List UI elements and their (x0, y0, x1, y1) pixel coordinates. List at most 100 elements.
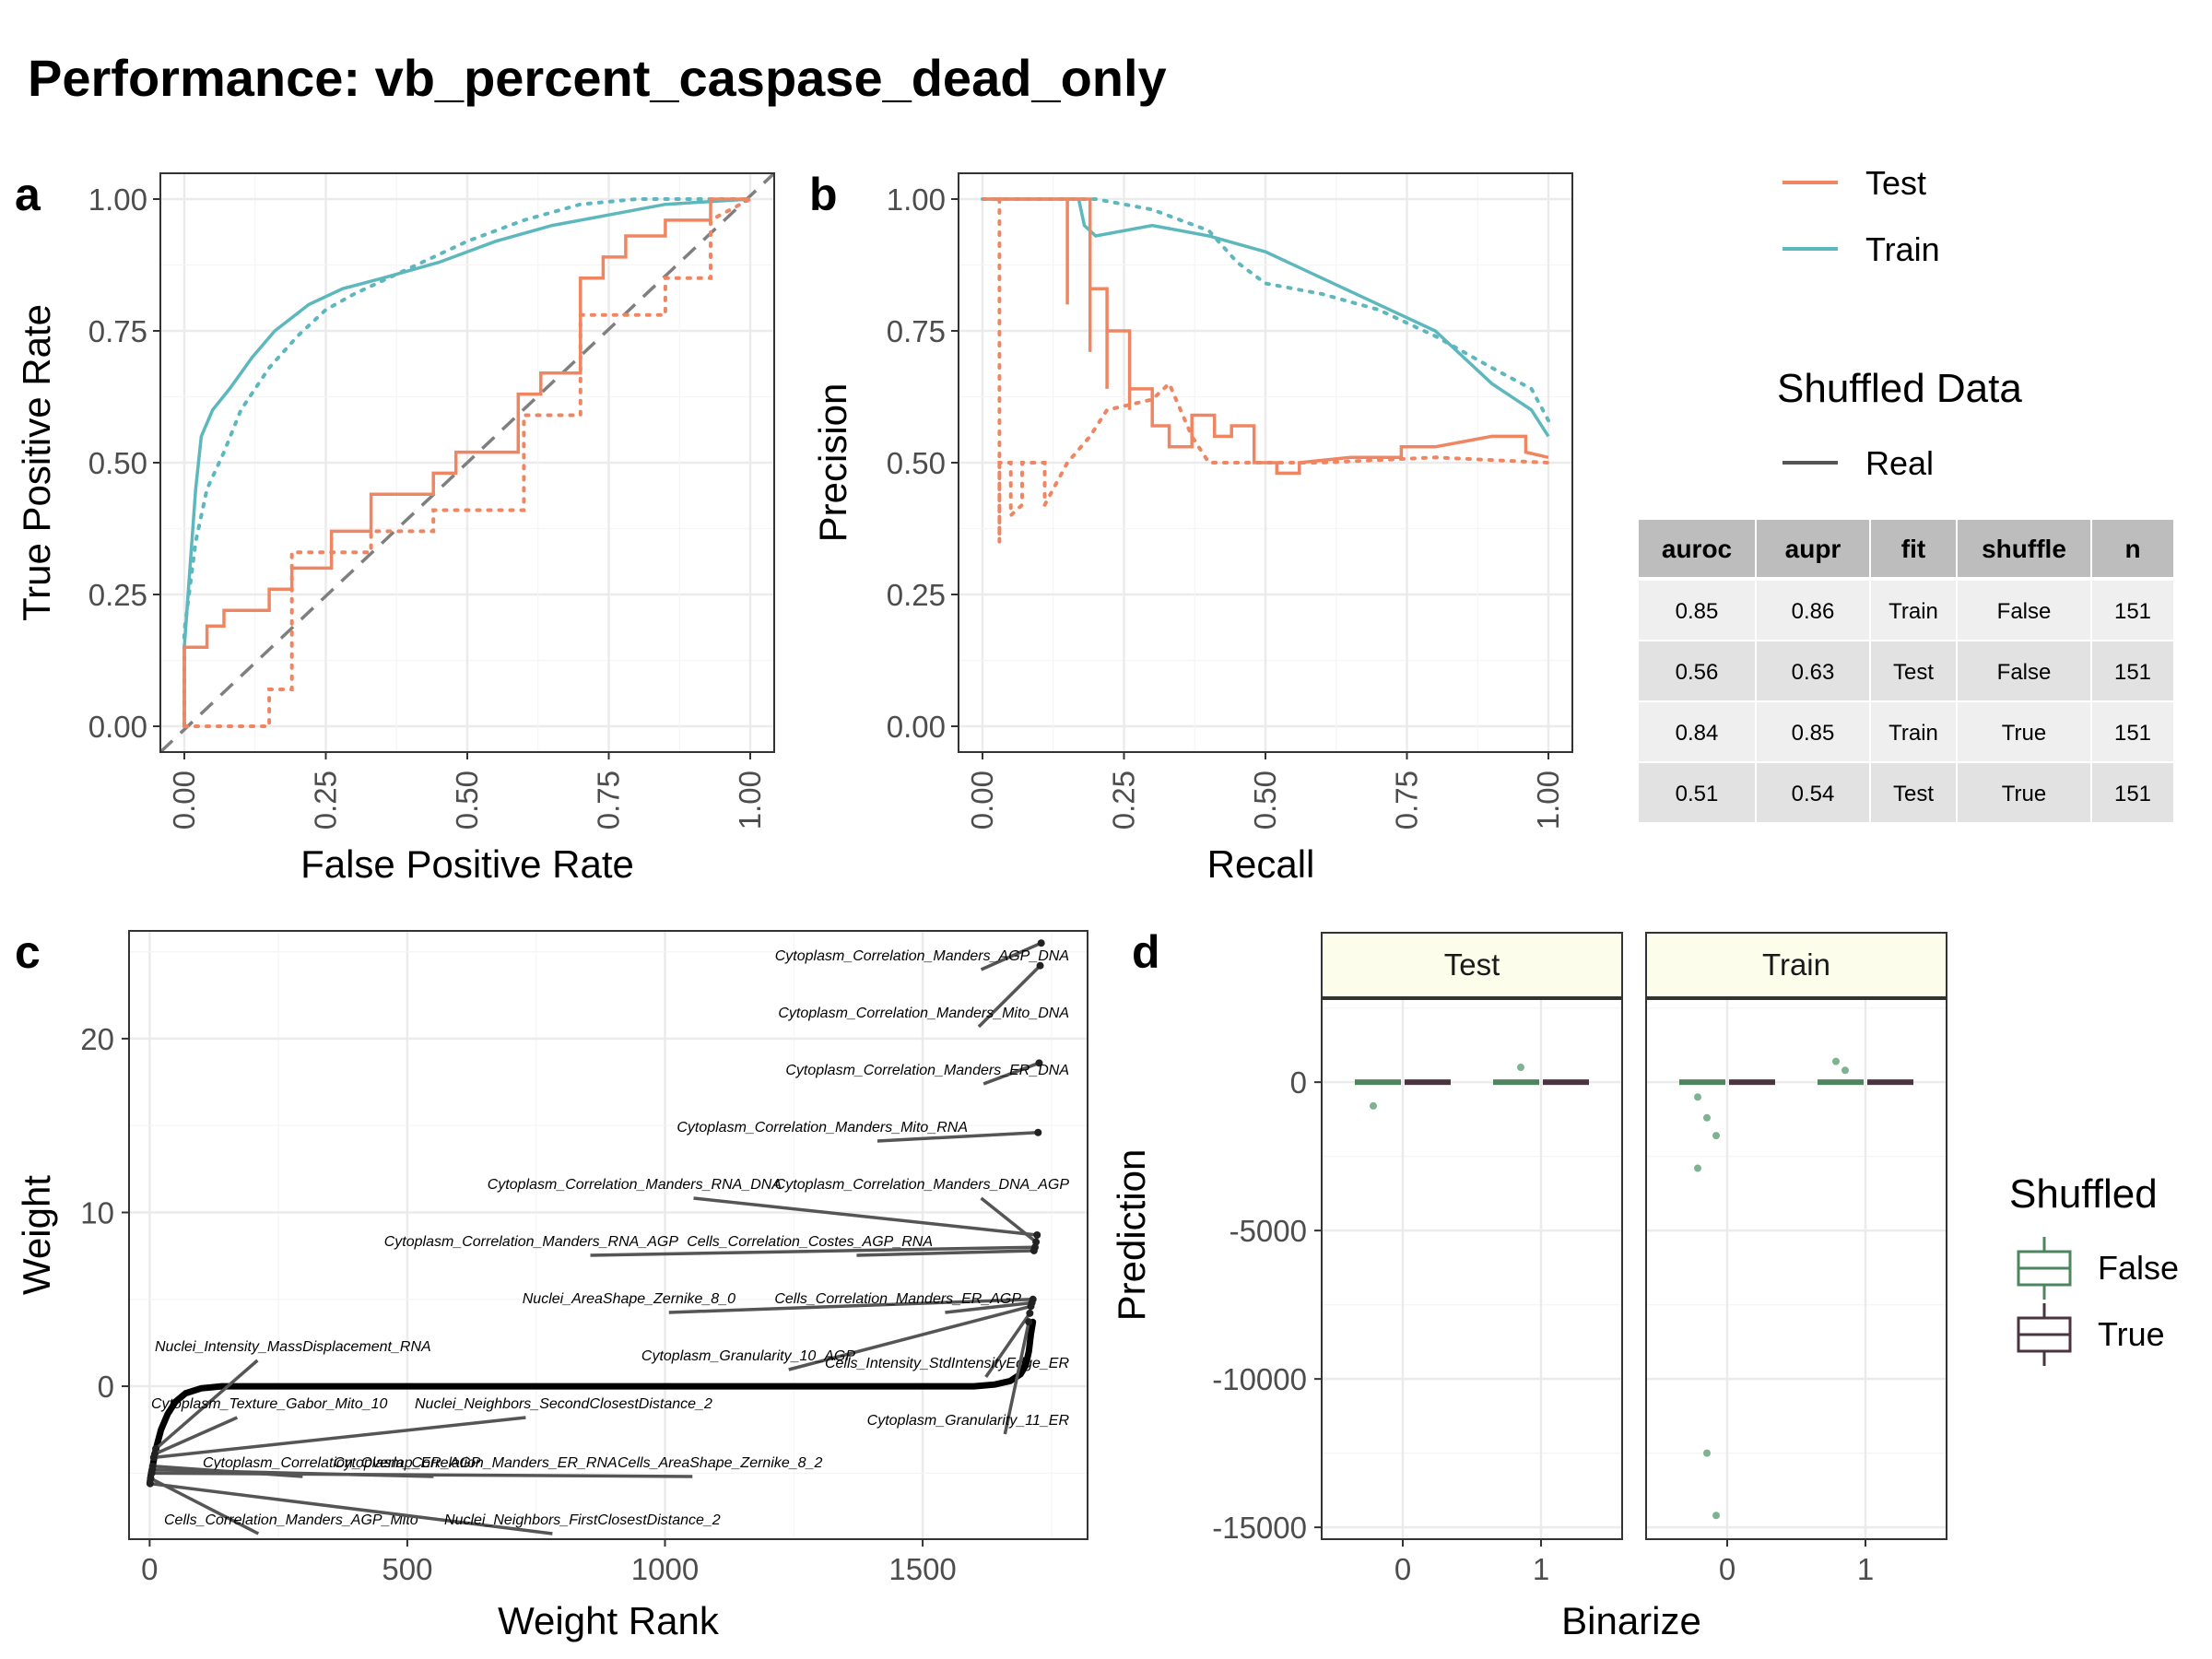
pr-ylabel: Precision (811, 383, 854, 543)
feature-label: Cells_AreaShape_Zernike_8_2 (618, 1455, 822, 1471)
annotation-leader-line (154, 1416, 239, 1456)
labeled-point (1033, 1231, 1041, 1239)
panel-label-d: d (1132, 926, 1160, 978)
table-cell: Train (1888, 721, 1938, 746)
weights-plot-border (128, 930, 1088, 1540)
feature-label: Cytoplasm_Texture_Gabor_Mito_10 (151, 1396, 388, 1412)
shuffled-legend-title: Shuffled (2009, 1171, 2158, 1217)
y-tick-label: 1.00 (88, 182, 147, 217)
table-cell: 0.84 (1676, 721, 1719, 746)
table-cell: 0.54 (1792, 782, 1835, 806)
legend-label-test: Test (1865, 164, 1926, 202)
table-cell-bg (1871, 702, 1956, 761)
table-cell: 0.85 (1792, 721, 1835, 746)
labeled-point (1026, 1309, 1034, 1317)
annotation-leader-line (980, 1196, 1038, 1243)
feature-label: Cells_Correlation_Costes_AGP_RNA (687, 1234, 933, 1250)
test-shuffled-curve (182, 197, 752, 728)
labeled-point (149, 1453, 158, 1462)
weights-ylabel: Weight (15, 1175, 58, 1295)
table-header-cell (1639, 520, 1755, 577)
labeled-point (1036, 961, 1044, 970)
table-cell-bg (1871, 763, 1956, 822)
feature-label: Cytoplasm_Correlation_Manders_RNA_AGP (384, 1234, 679, 1250)
table-cell: 151 (2114, 721, 2151, 746)
y-tick-label: 0.75 (887, 314, 946, 348)
table-cell-bg (1639, 763, 1755, 822)
table-cell: 151 (2114, 782, 2151, 806)
box-true-0 (1405, 1079, 1451, 1086)
panel-label-a: a (15, 169, 41, 220)
train-shuffled-curve (182, 197, 752, 728)
feature-label: Cells_Correlation_Manders_ER_AGP (774, 1291, 1021, 1307)
table-cell-bg (1639, 581, 1755, 640)
table-cell: False (1997, 660, 2052, 685)
outlier-point (1712, 1512, 1720, 1520)
x-tick-label: 0.00 (965, 771, 999, 830)
shuffle-legend-title: Shuffled Data (1777, 366, 2022, 411)
prediction-ylabel: Prediction (1110, 1149, 1153, 1322)
box-false-0 (1355, 1079, 1401, 1086)
figure-title: Performance: vb_percent_caspase_dead_onl… (28, 49, 1167, 107)
feature-label: Cytoplasm_Correlation_Manders_DNA_AGP (775, 1177, 1070, 1193)
table-cell: 151 (2114, 599, 2151, 624)
weights-xlabel: Weight Rank (498, 1599, 720, 1642)
table-cell-bg (1958, 702, 2090, 761)
feature-label: Cytoplasm_Correlation_Manders_AGP_DNA (775, 948, 1069, 964)
y-tick-label: 20 (80, 1022, 114, 1056)
table-cell-bg (2092, 702, 2173, 761)
table-cell: Train (1888, 599, 1938, 624)
y-tick-label: 1.00 (887, 182, 946, 217)
facet-strip-label: Train (1762, 947, 1830, 982)
box-true-1 (1867, 1079, 1913, 1086)
facet-plot-area (1322, 999, 1622, 1539)
y-tick-label: 0.50 (887, 446, 946, 480)
y-tick-label: 0.25 (887, 578, 946, 612)
y-tick-label: 0 (1290, 1065, 1307, 1100)
x-tick-label: 1.00 (1531, 771, 1565, 830)
roc-panel: 0.00 0.00 0.25 0.25 0.50 0.50 0.75 0.75 1.00 1.00… (15, 171, 776, 886)
feature-label: Nuclei_Neighbors_SecondClosestDistance_2 (415, 1396, 712, 1412)
facet-border (1321, 998, 1623, 1540)
labeled-point (1025, 1318, 1033, 1326)
outlier-point (1832, 1057, 1840, 1065)
outlier-point (1370, 1101, 1377, 1110)
table-header-cell (1757, 520, 1869, 577)
pr-panel: 0.00 0.00 0.25 0.25 0.50 0.50 0.75 0.75 1.00 1.00… (811, 172, 1573, 886)
feature-label: Nuclei_AreaShape_Zernike_8_0 (523, 1291, 735, 1307)
legend-label-true: True (2098, 1315, 2165, 1353)
box-false-0 (1679, 1079, 1725, 1086)
facet-border (1645, 998, 1947, 1540)
series-legend: Test Train Shuffled Data Real (1777, 164, 2022, 482)
panel-label-b: b (809, 169, 838, 220)
table-cell-bg (1639, 641, 1755, 700)
feature-label: Cytoplasm_Correlation_Overlap_ER_AGP (203, 1455, 481, 1471)
table-cell: Test (1893, 782, 1934, 806)
y-tick-label: -15000 (1212, 1511, 1307, 1545)
annotation-leader-line (984, 1312, 1031, 1378)
box-true-0 (1729, 1079, 1775, 1086)
test-shuffled-curve (997, 197, 1550, 542)
feature-label: Cytoplasm_Correlation_Manders_RNA_DNA (488, 1177, 782, 1193)
train-real-curve (982, 197, 1550, 438)
y-tick-label: 0.75 (88, 314, 147, 348)
table-cell: True (2002, 782, 2046, 806)
y-tick-label: 0.00 (88, 710, 147, 744)
table-header-aupr: aupr (1785, 535, 1841, 563)
x-tick-label: 1 (1857, 1552, 1874, 1586)
x-tick-label: 0.75 (592, 771, 626, 830)
x-tick-label: 0 (1394, 1552, 1411, 1586)
annotation-leader-line (945, 1300, 1032, 1314)
table-header-fit: fit (1901, 535, 1925, 563)
table-cell-bg (1958, 641, 2090, 700)
table-cell-bg (1757, 763, 1869, 822)
annotation-leader-line (788, 1304, 1031, 1371)
annotation-leader-line (668, 1298, 1033, 1314)
x-tick-label: 0.00 (167, 771, 201, 830)
table-header-auroc: auroc (1662, 535, 1732, 563)
legend-label-train: Train (1865, 230, 1940, 268)
table-cell-bg (1871, 641, 1956, 700)
legend-label-false: False (2098, 1249, 2179, 1287)
table-cell: Test (1893, 660, 1934, 685)
